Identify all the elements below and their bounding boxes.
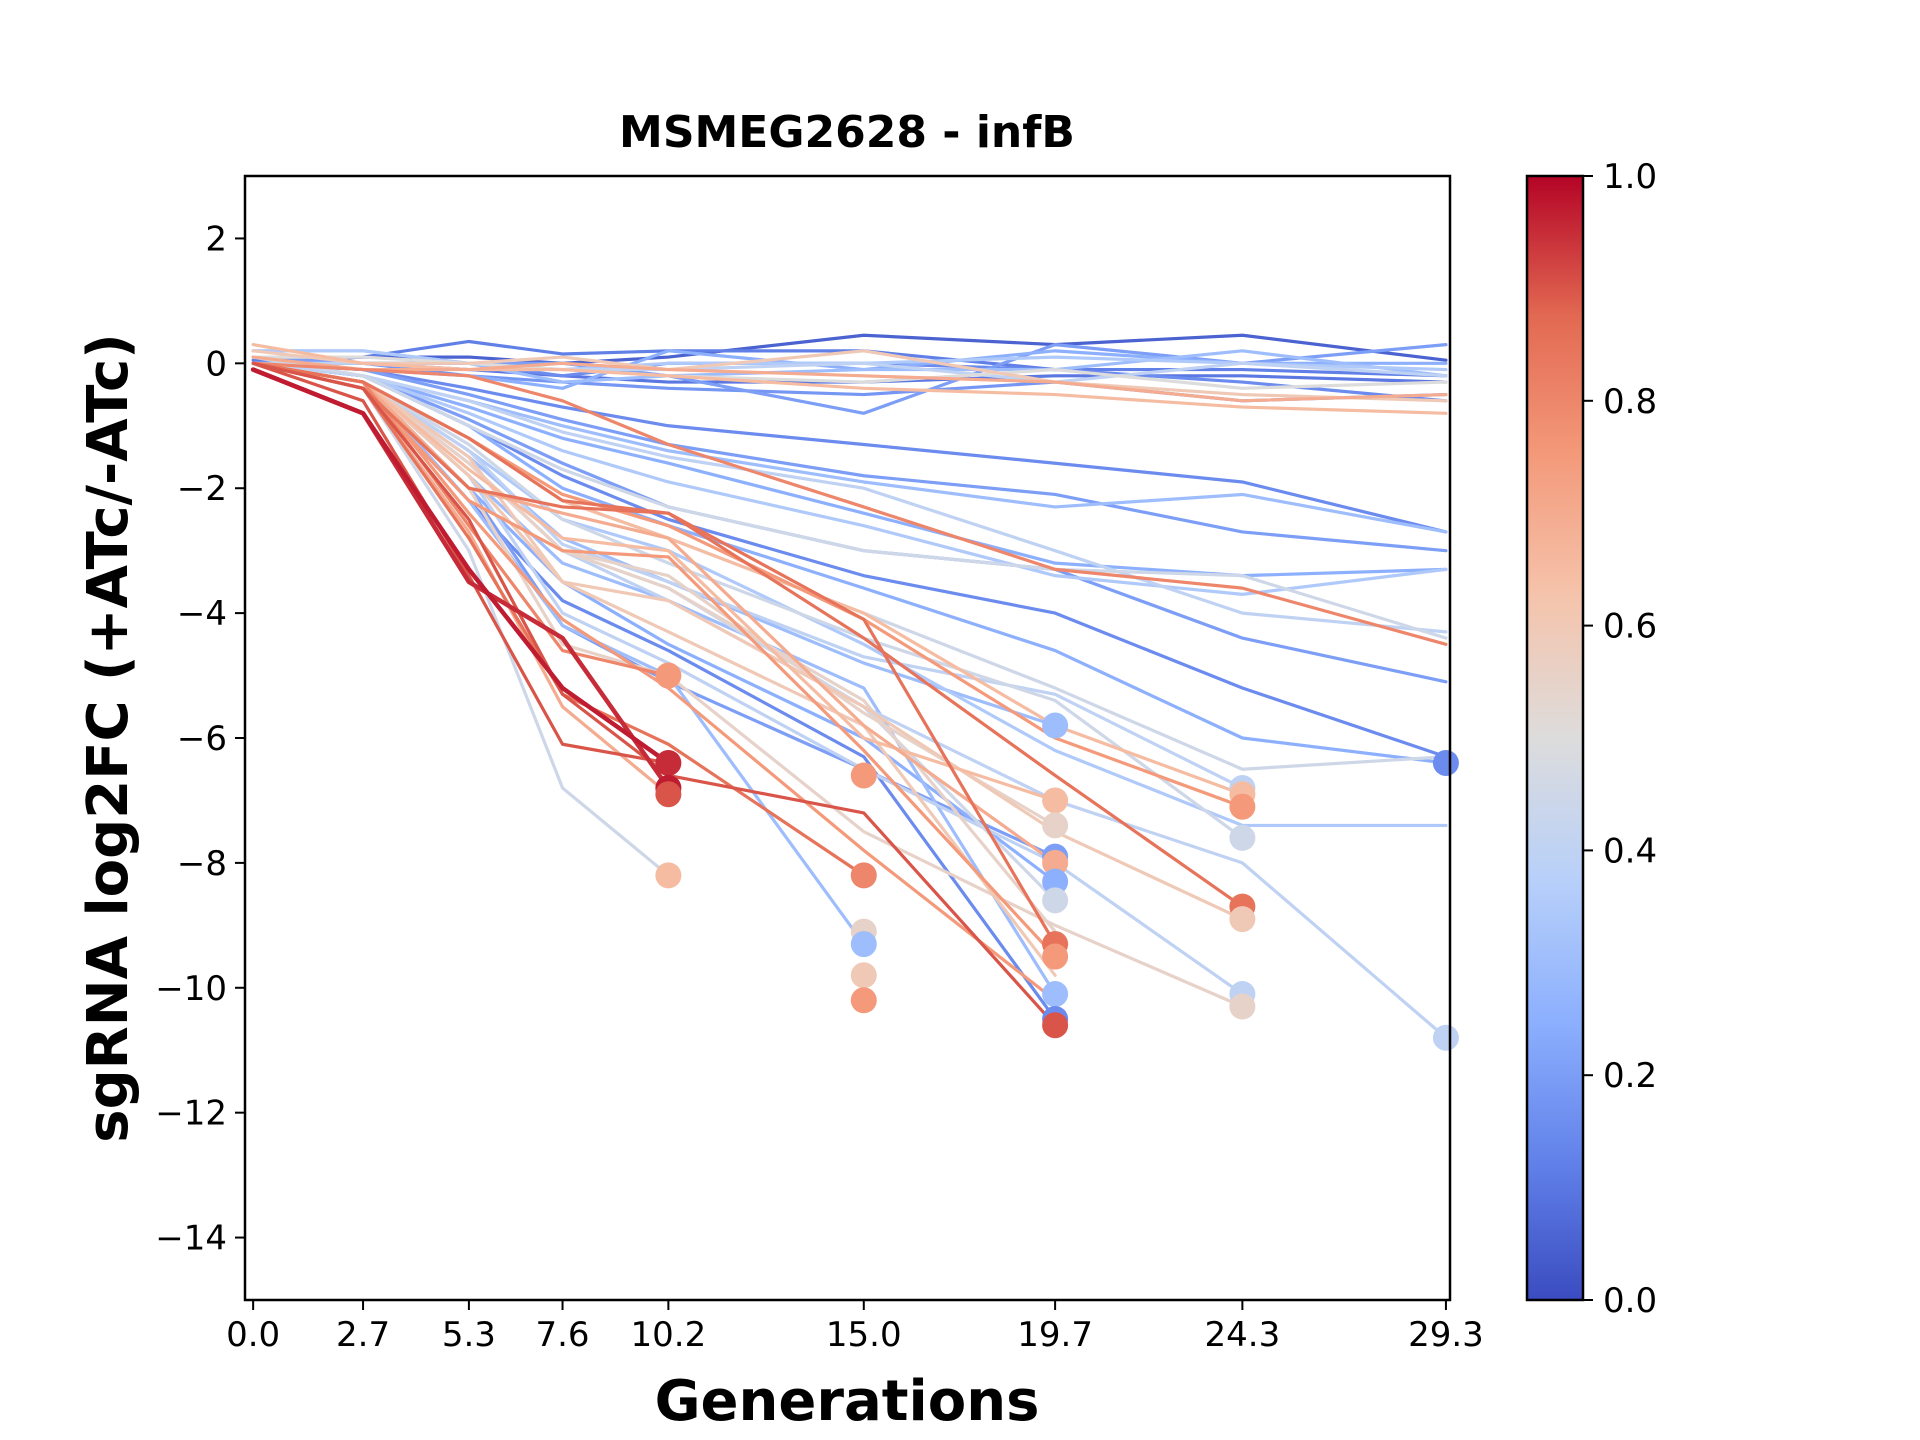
y-tick-label: −12 [155,1094,227,1134]
end-marker-9 [850,962,877,989]
y-tick-label: 0 [205,344,227,384]
end-marker-30 [1229,993,1256,1020]
chart-title: MSMEG2628 - infB [619,107,1075,158]
end-marker-28 [1229,906,1256,933]
series-line-20 [251,355,1448,640]
end-marker-19 [1042,943,1069,970]
series-line-56 [251,361,670,765]
x-axis-label: Generations [655,1369,1040,1434]
end-marker-25 [1229,793,1256,820]
y-tick-label: −2 [177,469,227,509]
end-marker-16 [1042,868,1069,895]
end-marker-10 [850,987,877,1014]
y-tick-label: −6 [177,719,227,759]
y-tick-label: 2 [205,219,227,259]
x-tick-label: 5.3 [442,1315,496,1355]
end-marker-13 [1042,812,1069,839]
end-marker-12 [1042,787,1069,814]
x-axis: 0.0 2.7 5.3 7.6 10.2 15.0 19.7 24.3 29.3 [226,1300,1484,1355]
end-marker-22 [1042,1012,1069,1039]
end-marker-32 [1432,1024,1459,1051]
series-line-58 [250,367,671,766]
colorbar-axis: 0.0 0.2 0.4 0.6 0.8 1.0 [1583,157,1657,1321]
series-line-8 [251,349,1448,372]
end-marker-20 [1042,981,1069,1008]
end-marker-layer [655,662,1459,1051]
series-line-42 [251,361,1244,921]
series-line-30 [251,361,1057,1021]
end-marker-6 [850,862,877,889]
series-line-17 [251,361,1448,578]
y-tick-label: −14 [155,1219,227,1259]
series-line-43 [251,361,1244,909]
x-tick-label: 24.3 [1205,1315,1281,1355]
x-tick-label: 19.7 [1017,1315,1093,1355]
x-tick-label: 15.0 [826,1315,902,1355]
series-line-0 [251,333,1448,365]
end-marker-1 [655,749,682,776]
end-marker-26 [1229,824,1256,851]
y-axis: 2 0 −2 −4 −6 −8 −10 −12 −14 [155,219,245,1259]
x-tick-label: 10.2 [631,1315,707,1355]
x-tick-label: 29.3 [1408,1315,1484,1355]
y-axis-label: sgRNA log2FC (+ATc/-ATc) [76,333,141,1143]
x-tick-label: 0.0 [226,1315,280,1355]
end-marker-8 [850,931,877,958]
end-marker-31 [1432,749,1459,776]
series-line-18 [251,361,1448,596]
series-line-39 [251,361,1057,1027]
end-marker-3 [655,781,682,808]
series-line-13 [251,355,1448,403]
x-tick-label: 2.7 [336,1315,390,1355]
end-marker-11 [1042,712,1069,739]
colorbar-tick-label: 1.0 [1603,157,1657,197]
series-line-21 [251,361,1448,646]
end-marker-15 [1042,849,1069,876]
series-line-40 [251,361,1244,1009]
series-line-12 [251,343,1448,415]
colorbar-tick-label: 0.6 [1603,607,1657,647]
end-marker-5 [850,762,877,789]
colorbar-tick-label: 0.4 [1603,831,1657,871]
series-line-14 [251,361,1448,534]
series-layer [250,333,1448,1040]
x-tick-label: 7.6 [535,1315,589,1355]
plot-frame [243,174,1452,1302]
end-marker-0 [655,662,682,689]
series-line-19 [251,361,1448,634]
y-tick-label: −8 [177,844,227,884]
end-marker-17 [1042,887,1069,914]
colorbar-tick-label: 0.0 [1603,1281,1657,1321]
colorbar-tick-label: 0.2 [1603,1056,1657,1096]
y-tick-label: −4 [177,594,227,634]
y-tick-label: −10 [155,969,227,1009]
colorbar [1525,174,1585,1302]
colorbar-tick-label: 0.8 [1603,382,1657,422]
end-marker-4 [655,862,682,889]
